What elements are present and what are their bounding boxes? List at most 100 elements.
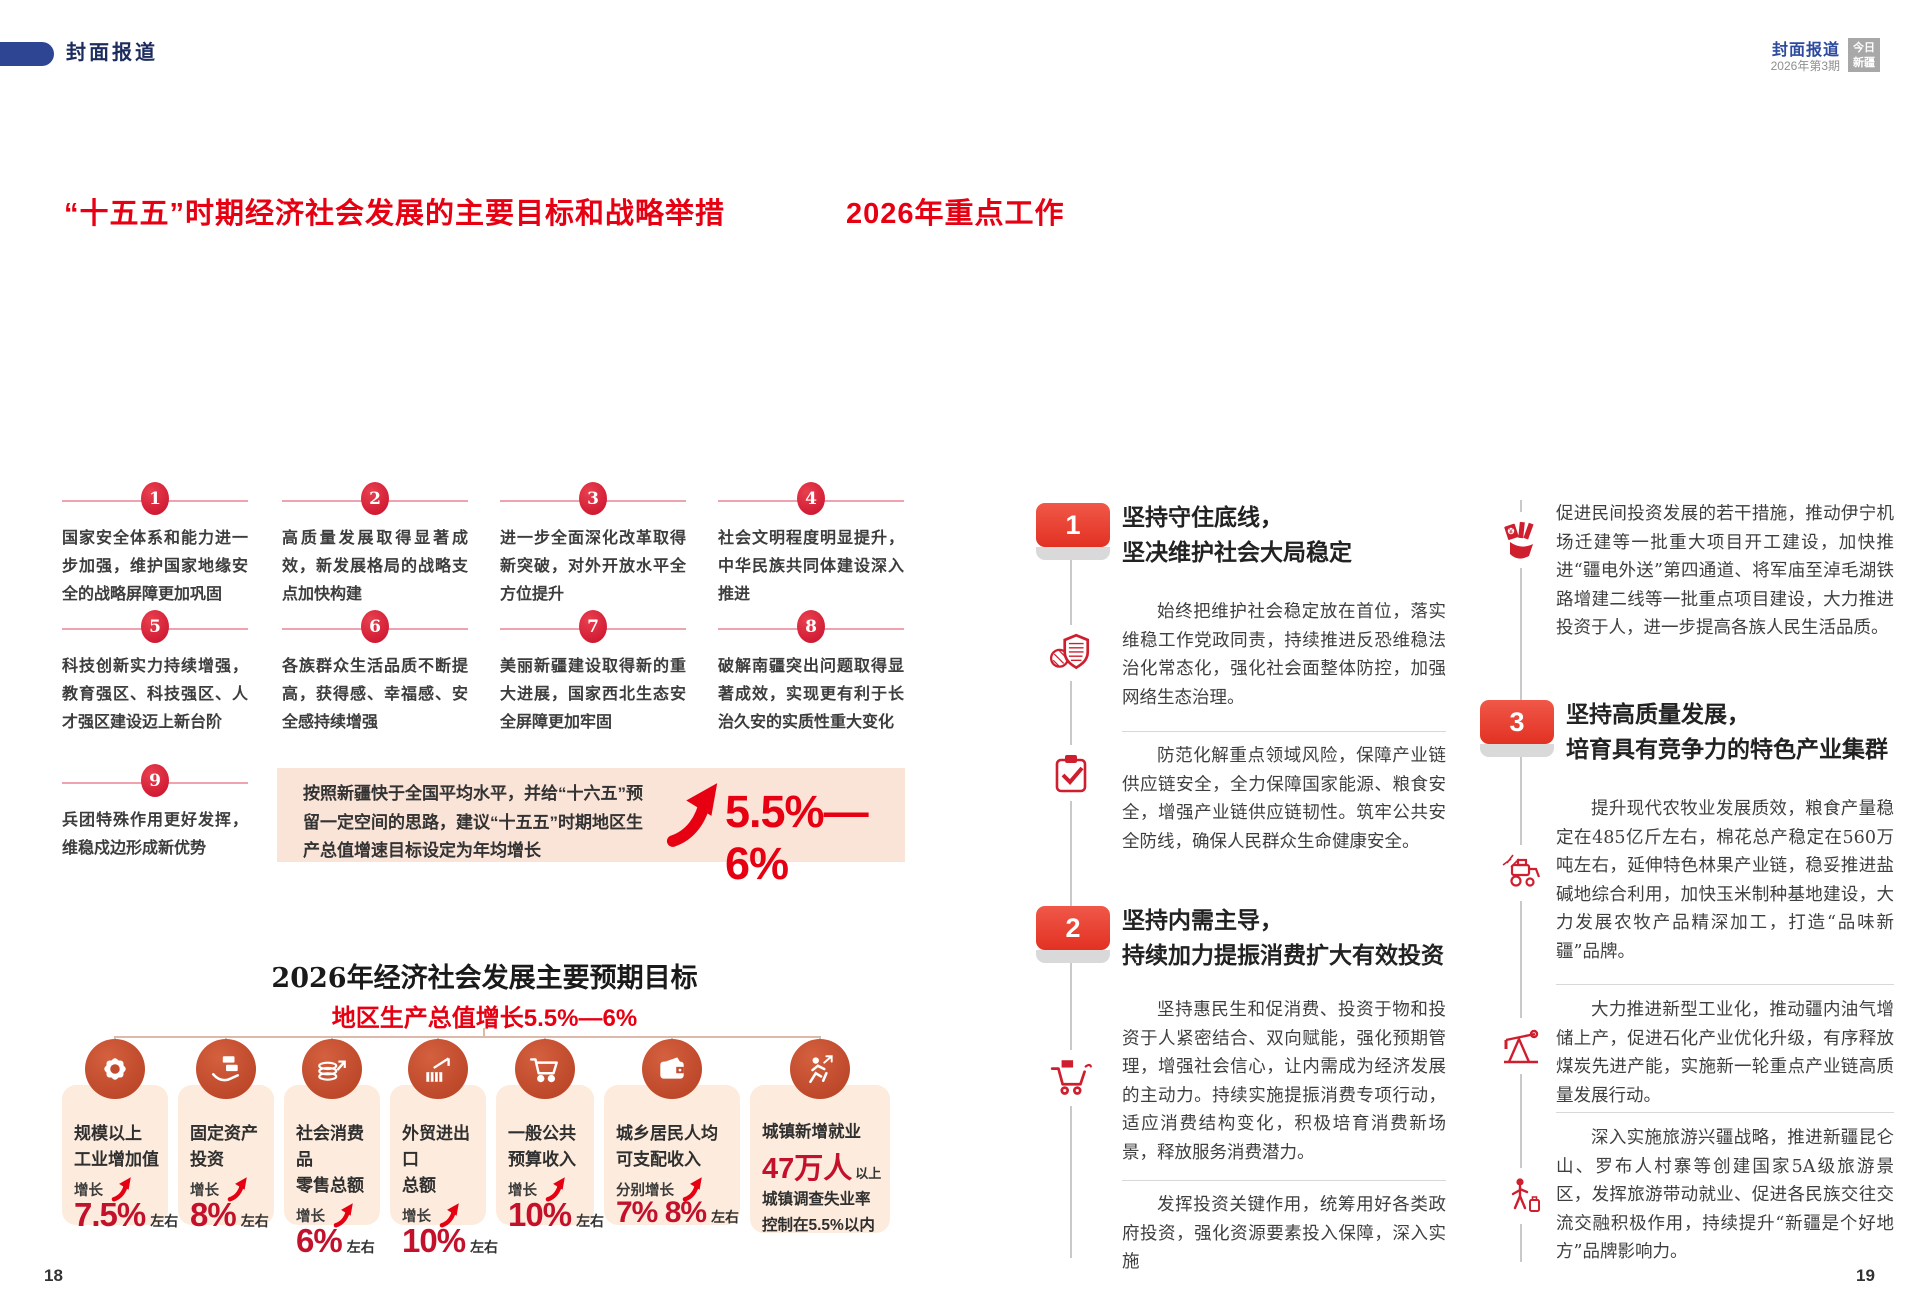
growth-suffix: 左右 bbox=[576, 1213, 605, 1229]
card-label: 城乡居民人均 bbox=[616, 1124, 718, 1143]
target-card-employment: 城镇新增就业 47万人 以上 城镇调查失业率 控制在5.5%以内 bbox=[750, 1039, 890, 1234]
header-pill-decoration bbox=[0, 42, 54, 66]
target-card-foreign-trade: 外贸进出口 总额 增长 10% 左右 bbox=[390, 1039, 498, 1259]
section1-number-badge: 1 bbox=[1036, 503, 1110, 547]
card-label: 固定资产 bbox=[190, 1124, 258, 1143]
connector-stem bbox=[483, 1028, 485, 1037]
goal-text: 美丽新疆建设取得新的重大进展，国家西北生态安全屏障更加牢固 bbox=[500, 658, 686, 731]
oil-pumpjack-icon bbox=[1495, 1018, 1547, 1074]
card-label: 社会消费品 bbox=[296, 1124, 364, 1169]
goal-item-5: 5 科技创新实力持续增强，教育强区、科技强区、人才强区建设迈上新台阶 bbox=[62, 610, 248, 737]
lead-timeline bbox=[1520, 500, 1522, 700]
connector-horizontal-line bbox=[115, 1036, 821, 1038]
goal-text: 社会文明程度明显提升，中华民族共同体建设深入推进 bbox=[718, 530, 904, 603]
shopping-cart-icon bbox=[1045, 1050, 1097, 1106]
growth-suffix: 左右 bbox=[711, 1209, 740, 1225]
section1-title: 坚持守住底线， 坚决维护社会大局稳定 bbox=[1122, 500, 1522, 570]
page-number-left: 18 bbox=[44, 1266, 63, 1285]
employment-value: 47万人 bbox=[762, 1153, 853, 1185]
goal-text: 科技创新实力持续增强，教育强区、科技强区、人才强区建设迈上新台阶 bbox=[62, 658, 248, 731]
goal-item-4: 4 社会文明程度明显提升，中华民族共同体建设深入推进 bbox=[718, 482, 904, 609]
hand-tickets-icon: ¥ bbox=[1495, 512, 1547, 568]
card-label: 预算收入 bbox=[508, 1150, 576, 1169]
goal-number-badge: 9 bbox=[141, 764, 169, 797]
card-label: 可支配收入 bbox=[616, 1150, 701, 1169]
shield-security-icon bbox=[1045, 625, 1097, 681]
targets-section-title: 2026年经济社会发展主要预期目标 bbox=[271, 963, 698, 994]
svg-text:¥: ¥ bbox=[1509, 529, 1513, 536]
goal-number-badge: 5 bbox=[141, 610, 169, 643]
gdp-growth-highlight-box: 按照新疆快于全国平均水平，并给“十六五”预留一定空间的思路，建议“十五五”时期地… bbox=[277, 768, 905, 889]
target-card-industrial-output: 规模以上 工业增加值 增长 7.5% 左右 bbox=[62, 1039, 178, 1233]
growth-suffix: 左右 bbox=[240, 1213, 269, 1229]
section1-badge-shadow bbox=[1036, 547, 1110, 560]
growth-label: 增长 bbox=[402, 1209, 431, 1225]
goal-text: 破解南疆突出问题取得显著成效，实现更有利于长治久安的实质性重大变化 bbox=[718, 658, 904, 731]
logo-line2: 新疆 bbox=[1853, 57, 1875, 69]
card-label: 总额 bbox=[402, 1176, 436, 1195]
section3-timeline bbox=[1520, 757, 1522, 1262]
section-label-left: 封面报道 bbox=[66, 40, 158, 64]
section3-title-line2: 培育具有竞争力的特色产业集群 bbox=[1566, 736, 1888, 762]
card-label: 投资 bbox=[190, 1150, 224, 1169]
section2-title-line1: 坚持内需主导， bbox=[1122, 907, 1283, 933]
target-card-disposable-income: 城乡居民人均 可支配收入 分别增长 7% 8% 左右 bbox=[604, 1039, 740, 1229]
goal-number-badge: 4 bbox=[797, 482, 825, 515]
target-card-retail-sales: 社会消费品 零售总额 增长 6% 左右 bbox=[284, 1039, 380, 1259]
goal-text: 国家安全体系和能力进一步加强，维护国家地缘安全的战略屏障更加巩固 bbox=[62, 530, 248, 603]
section2-title-line2: 持续加力提振消费扩大有效投资 bbox=[1122, 942, 1444, 968]
section2-paragraph1: 坚持惠民生和促消费、投资于物和投资于人紧密结合、双向赋能，强化预期管理，增强社会… bbox=[1122, 1000, 1446, 1163]
goal-number-badge: 8 bbox=[797, 610, 825, 643]
section1-title-line2: 坚决维护社会大局稳定 bbox=[1122, 539, 1352, 565]
section3-title: 坚持高质量发展， 培育具有竞争力的特色产业集群 bbox=[1566, 697, 1920, 767]
trend-arrow-icon bbox=[545, 1177, 565, 1202]
section2-badge-shadow bbox=[1036, 950, 1110, 963]
goal-number-badge: 3 bbox=[579, 482, 607, 515]
growth-suffix: 左右 bbox=[470, 1239, 499, 1255]
unemployment-label: 城镇调查失业率 bbox=[762, 1191, 871, 1208]
goal-number-badge: 7 bbox=[579, 610, 607, 643]
left-page-title: “十五五”时期经济社会发展的主要目标和战略举措 bbox=[64, 198, 726, 230]
target-card-fixed-investment: 固定资产 投资 增长 8% 左右 bbox=[178, 1039, 274, 1233]
section1-paragraph1: 始终把维护社会稳定放在首位，落实维稳工作党政同责，持续推进反恐维稳法治化常态化，… bbox=[1122, 602, 1446, 708]
issue-label: 2026年第3期 bbox=[1770, 59, 1840, 73]
section1-timeline bbox=[1070, 560, 1072, 906]
section3-paragraph3: 深入实施旅游兴疆战略，推进新疆昆仑山、罗布人村寨等创建国家5A级旅游景区，发挥旅… bbox=[1556, 1128, 1894, 1262]
section1-paragraph2: 防范化解重点领域风险，保障产业链供应链安全，全力保障国家能源、粮食安全，增强产业… bbox=[1122, 746, 1446, 852]
targets-section-subtitle: 地区生产总值增长5.5%—6% bbox=[331, 1005, 638, 1032]
growth-value: 6% bbox=[296, 1222, 343, 1259]
trend-arrow-icon bbox=[333, 1203, 353, 1228]
growth-value: 8% bbox=[190, 1196, 237, 1233]
paragraph-divider bbox=[1122, 731, 1446, 732]
runner-icon bbox=[790, 1039, 850, 1099]
paragraph-divider bbox=[1122, 1180, 1446, 1181]
card-label: 规模以上 bbox=[74, 1124, 142, 1143]
trend-arrow-icon bbox=[682, 1177, 702, 1202]
growth-value: 7% 8% bbox=[616, 1196, 707, 1229]
section2-number-badge: 2 bbox=[1036, 906, 1110, 950]
paragraph-divider bbox=[1556, 1112, 1894, 1113]
growth-label: 增长 bbox=[190, 1183, 219, 1199]
growth-label: 增长 bbox=[296, 1209, 325, 1225]
section1-title-line1: 坚持守住底线， bbox=[1122, 504, 1283, 530]
section2-title: 坚持内需主导， 持续加力提振消费扩大有效投资 bbox=[1122, 903, 1542, 973]
goal-number-badge: 6 bbox=[361, 610, 389, 643]
section2-timeline bbox=[1070, 963, 1072, 1258]
growth-label: 增长 bbox=[74, 1183, 103, 1199]
traveler-tourism-icon bbox=[1495, 1168, 1547, 1224]
goal-text: 兵团特殊作用更好发挥，维稳戍边形成新优势 bbox=[62, 812, 248, 857]
trend-arrow-icon bbox=[227, 1177, 247, 1202]
right-page-title: 2026年重点工作 bbox=[846, 198, 1065, 230]
lead-paragraph: 促进民间投资发展的若干措施，推动伊宁机场迁建等一批重大项目开工建设，加快推进“疆… bbox=[1556, 504, 1894, 638]
section3-paragraph1: 提升现代农牧业发展质效，粮食产量稳定在485亿斤左右，棉花总产稳定在560万吨左… bbox=[1556, 799, 1894, 962]
section3-number-badge: 3 bbox=[1480, 700, 1554, 744]
goal-item-8: 8 破解南疆突出问题取得显著成效，实现更有利于长治久安的实质性重大变化 bbox=[718, 610, 904, 737]
page-number-right: 19 bbox=[1856, 1266, 1875, 1285]
trend-arrow-icon bbox=[111, 1177, 131, 1202]
card-label: 零售总额 bbox=[296, 1176, 364, 1195]
wallet-icon bbox=[642, 1039, 702, 1099]
employment-value-suffix: 以上 bbox=[855, 1166, 882, 1181]
gdp-growth-value: 5.5%—6% bbox=[725, 786, 869, 889]
goal-item-2: 2 高质量发展取得显著成效，新发展格局的战略支点加快构建 bbox=[282, 482, 468, 609]
card-label: 一般公共 bbox=[508, 1124, 576, 1143]
